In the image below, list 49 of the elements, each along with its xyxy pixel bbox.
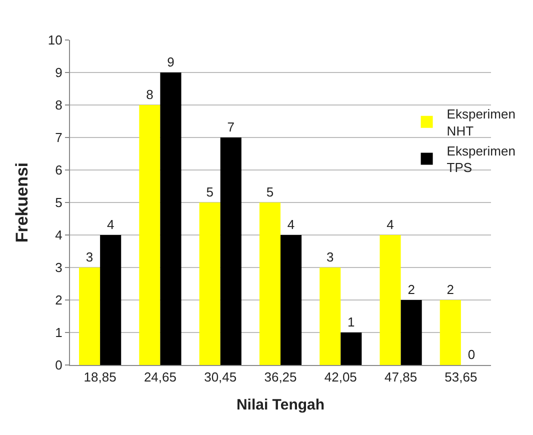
x-tick-label: 30,45	[204, 370, 237, 385]
bar	[139, 105, 160, 365]
bar	[160, 72, 182, 365]
bar	[100, 235, 122, 365]
data-label: 3	[326, 250, 334, 264]
y-tick-label: 5	[55, 195, 62, 210]
bar	[380, 235, 401, 365]
x-tick-label: 24,65	[144, 370, 176, 385]
bar	[440, 300, 461, 365]
data-label: 2	[408, 282, 415, 297]
bar	[259, 202, 280, 365]
y-tick-label: 7	[55, 130, 62, 146]
data-label: 5	[266, 184, 274, 200]
data-label: 3	[86, 250, 94, 264]
y-axis-title: Frekuensi	[12, 162, 32, 243]
legend-label: Eksperimen TPS	[446, 143, 516, 176]
data-label: 4	[106, 217, 114, 232]
x-tick-label: 36,25	[264, 370, 297, 385]
x-axis-title: Nilai Tengah	[236, 396, 325, 414]
y-tick-label: 6	[55, 162, 62, 178]
y-tick-label: 8	[55, 98, 62, 113]
data-label: 2	[446, 282, 454, 297]
x-tick-label: 42,05	[324, 370, 357, 385]
y-tick-label: 9	[55, 65, 62, 80]
bar	[220, 138, 242, 365]
data-label: 0	[468, 347, 476, 362]
y-tick-label: 2	[55, 292, 62, 308]
x-tick-label: 47,85	[384, 370, 418, 385]
data-label: 5	[206, 184, 214, 200]
data-label: 9	[167, 54, 174, 70]
x-tick-label: 53,65	[444, 370, 478, 385]
data-label: 4	[287, 217, 295, 232]
y-tick-label: 0	[55, 358, 62, 373]
data-label: 4	[386, 217, 394, 232]
bar	[199, 202, 220, 365]
data-label: 1	[348, 314, 355, 330]
bar	[340, 332, 362, 365]
bar	[280, 235, 302, 365]
y-tick-label: 1	[55, 325, 62, 340]
data-label: 7	[227, 120, 234, 134]
y-tick-label: 10	[48, 32, 62, 48]
bar	[320, 268, 341, 365]
x-tick-label: 18,85	[84, 370, 116, 385]
y-tick-label: 4	[55, 228, 62, 243]
bar	[79, 268, 100, 365]
bar	[400, 300, 422, 365]
legend-label: Eksperimen NHT	[446, 106, 516, 138]
data-label: 8	[146, 87, 154, 102]
y-tick-label: 3	[55, 260, 62, 276]
